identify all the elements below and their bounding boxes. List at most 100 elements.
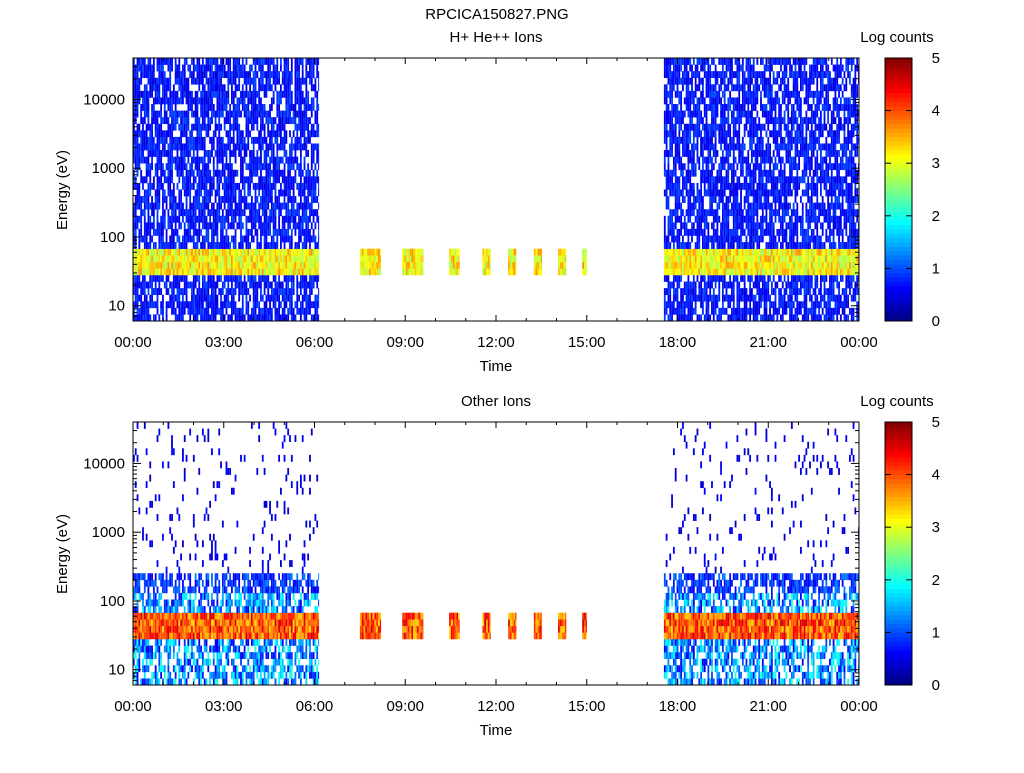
spectrogram-cell <box>687 163 690 171</box>
spectrogram-cell <box>290 235 293 243</box>
spectrogram-cell <box>298 228 300 236</box>
spectrogram-cell <box>671 314 673 322</box>
spectrogram-cell <box>203 169 206 177</box>
spectrogram-cell <box>151 123 153 131</box>
spectrogram-cell <box>703 314 706 322</box>
spectrogram-cell <box>221 84 224 92</box>
spectrogram-cell <box>278 117 281 125</box>
spectrogram-cell <box>305 261 308 269</box>
spectrogram-cell <box>147 136 150 144</box>
spectrogram-cell <box>310 189 313 197</box>
spectrogram-cell <box>725 64 728 72</box>
spectrogram-cell <box>263 209 266 217</box>
spectrogram-cell <box>281 117 284 125</box>
spectrogram-cell <box>663 71 666 79</box>
spectrogram-cell <box>749 228 752 236</box>
spectrogram-cell <box>489 261 491 269</box>
spectrogram-cell <box>256 163 259 171</box>
spectrogram-cell <box>247 248 250 256</box>
spectrogram-cell <box>223 301 226 309</box>
spectrogram-cell <box>270 84 273 92</box>
spectrogram-cell <box>154 274 157 282</box>
spectrogram-cell <box>565 248 567 256</box>
spectrogram-cell <box>702 274 704 282</box>
spectrogram-cell <box>680 274 683 282</box>
spectrogram-cell <box>250 176 253 184</box>
spectrogram-cell <box>236 130 239 138</box>
spectrogram-cell <box>674 77 677 85</box>
spectrogram-cell <box>247 274 250 282</box>
spectrogram-cell <box>238 189 241 197</box>
spectrogram-cell <box>665 84 668 92</box>
spectrogram-cell <box>180 248 182 256</box>
spectrogram-cell <box>712 182 715 190</box>
spectrogram-cell <box>162 274 164 282</box>
spectrogram-cell <box>745 209 748 217</box>
spectrogram-cell <box>229 136 232 144</box>
spectrogram-cell <box>180 261 182 269</box>
spectrogram-cell <box>154 242 157 249</box>
spectrogram-cell <box>176 255 179 263</box>
spectrogram-cell <box>743 307 746 315</box>
spectrogram-cell <box>700 117 702 125</box>
spectrogram-cell <box>227 90 230 98</box>
spectrogram-cell <box>729 163 732 171</box>
spectrogram-cell <box>134 143 137 151</box>
spectrogram-cell <box>245 90 248 98</box>
spectrogram-cell <box>287 84 290 92</box>
spectrogram-cell <box>169 64 172 72</box>
spectrogram-cell <box>214 196 217 203</box>
spectrogram-cell <box>232 255 235 263</box>
spectrogram-cell <box>252 294 255 302</box>
spectrogram-cell <box>156 143 159 151</box>
spectrogram-cell <box>674 110 677 118</box>
spectrogram-cell <box>191 288 193 295</box>
spectrogram-cell <box>667 71 670 79</box>
spectrogram-cell <box>296 248 299 256</box>
spectrogram-cell <box>189 255 192 263</box>
spectrogram-cell <box>163 215 166 223</box>
spectrogram-cell <box>172 268 175 276</box>
spectrogram-cell <box>751 71 753 79</box>
spectrogram-cell <box>752 248 755 256</box>
spectrogram-cell <box>671 90 673 98</box>
spectrogram-cell <box>285 136 288 144</box>
spectrogram-cell <box>207 90 210 98</box>
spectrogram-cell <box>720 143 722 151</box>
spectrogram-cell <box>738 235 741 243</box>
spectrogram-cell <box>254 110 257 118</box>
spectrogram-cell <box>198 281 201 289</box>
spectrogram-cell <box>260 235 262 243</box>
spectrogram-cell <box>416 255 419 263</box>
spectrogram-cell <box>318 77 320 85</box>
spectrogram-cell <box>247 268 250 276</box>
spectrogram-cell <box>269 222 271 230</box>
spectrogram-cell <box>709 84 712 92</box>
spectrogram-cell <box>740 235 742 243</box>
spectrogram-cell <box>303 235 306 243</box>
spectrogram-cell <box>196 301 199 309</box>
spectrogram-cell <box>169 77 172 85</box>
spectrogram-cell <box>191 143 193 151</box>
spectrogram-cell <box>187 77 190 85</box>
spectrogram-cell <box>276 288 279 295</box>
spectrogram-cell <box>363 255 366 263</box>
spectrogram-cell <box>718 294 721 302</box>
spectrogram-cell <box>298 71 300 79</box>
spectrogram-cell <box>252 84 255 92</box>
spectrogram-cell <box>145 314 148 322</box>
spectrogram-cell <box>160 268 163 276</box>
spectrogram-cell <box>263 196 266 203</box>
spectrogram-cell <box>680 156 683 164</box>
spectrogram-cell <box>183 274 186 282</box>
spectrogram-cell <box>223 255 226 263</box>
spectrogram-cell <box>185 255 188 263</box>
spectrogram-cell <box>310 77 313 85</box>
spectrogram-cell <box>231 248 233 256</box>
spectrogram-cell <box>676 268 679 276</box>
spectrogram-cell <box>694 110 697 118</box>
spectrogram-cell <box>260 281 262 289</box>
spectrogram-cell <box>174 156 177 164</box>
spectrogram-cell <box>721 104 724 111</box>
spectrogram-cell <box>685 182 688 190</box>
